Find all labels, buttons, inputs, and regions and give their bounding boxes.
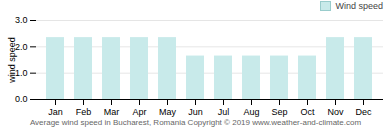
svg-text:Oct: Oct	[300, 107, 315, 117]
svg-text:Jan: Jan	[48, 107, 63, 117]
svg-text:Feb: Feb	[76, 107, 92, 117]
svg-text:1.0: 1.0	[15, 68, 28, 78]
svg-text:Aug: Aug	[243, 107, 259, 117]
svg-text:wind speed: wind speed	[7, 37, 17, 84]
svg-text:Dec: Dec	[355, 107, 372, 117]
svg-text:Jun: Jun	[188, 107, 203, 117]
svg-text:0.0: 0.0	[15, 94, 28, 104]
svg-text:May: May	[159, 107, 177, 117]
svg-text:Nov: Nov	[327, 107, 344, 117]
svg-text:Jul: Jul	[218, 107, 230, 117]
svg-text:3.0: 3.0	[15, 15, 28, 25]
html-text:Wind speed: Wind speed	[335, 1, 383, 11]
svg-text:Mar: Mar	[104, 107, 120, 117]
svg-text:2.0: 2.0	[15, 41, 28, 52]
html-text:Average wind speed in Buchares: Average wind speed in Bucharest, Romania…	[29, 118, 362, 127]
svg-text:Sep: Sep	[271, 107, 287, 117]
svg-text:Apr: Apr	[132, 107, 146, 117]
